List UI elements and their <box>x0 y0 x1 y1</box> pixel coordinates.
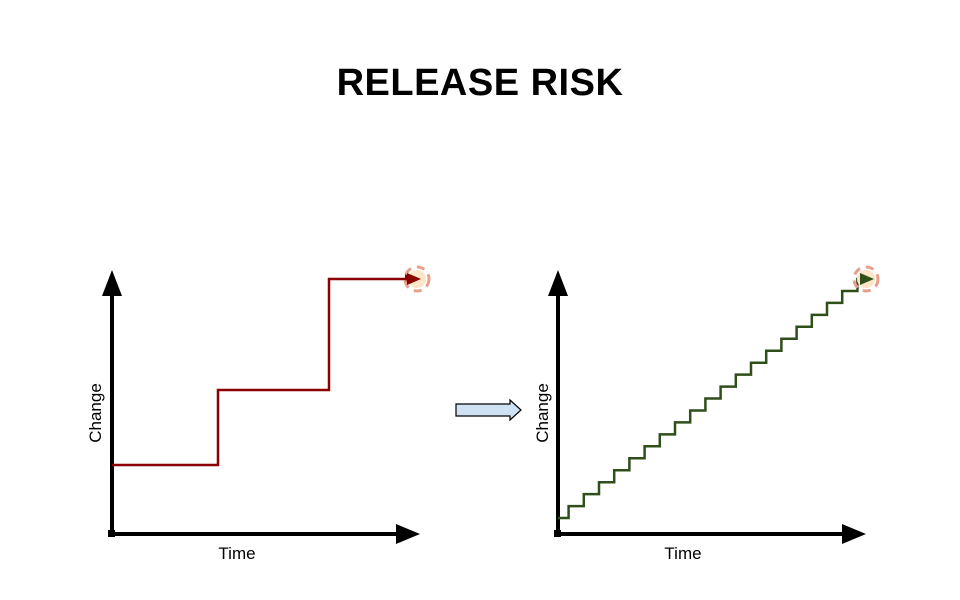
right-y-axis-label: Change <box>533 383 552 443</box>
left-step-line-arrowhead-top <box>407 273 421 285</box>
left-chart: Change Time <box>86 265 431 563</box>
left-x-axis-label: Time <box>218 544 255 563</box>
page-title: RELEASE RISK <box>336 62 624 104</box>
right-chart: Change Time <box>533 265 880 563</box>
right-x-axis-arrowhead <box>842 524 866 544</box>
right-x-axis-label: Time <box>664 544 701 563</box>
left-step-line <box>112 277 405 467</box>
right-y-axis-arrowhead <box>548 270 568 296</box>
right-block-arrow-icon <box>455 398 522 422</box>
left-y-axis-arrowhead <box>102 270 122 296</box>
right-step-line <box>558 277 864 520</box>
right-step-line-arrowhead <box>860 273 874 285</box>
left-x-axis-arrowhead <box>396 524 420 544</box>
left-origin-dot <box>108 530 115 537</box>
right-origin-dot <box>554 530 561 537</box>
left-y-axis-label: Change <box>86 383 105 443</box>
